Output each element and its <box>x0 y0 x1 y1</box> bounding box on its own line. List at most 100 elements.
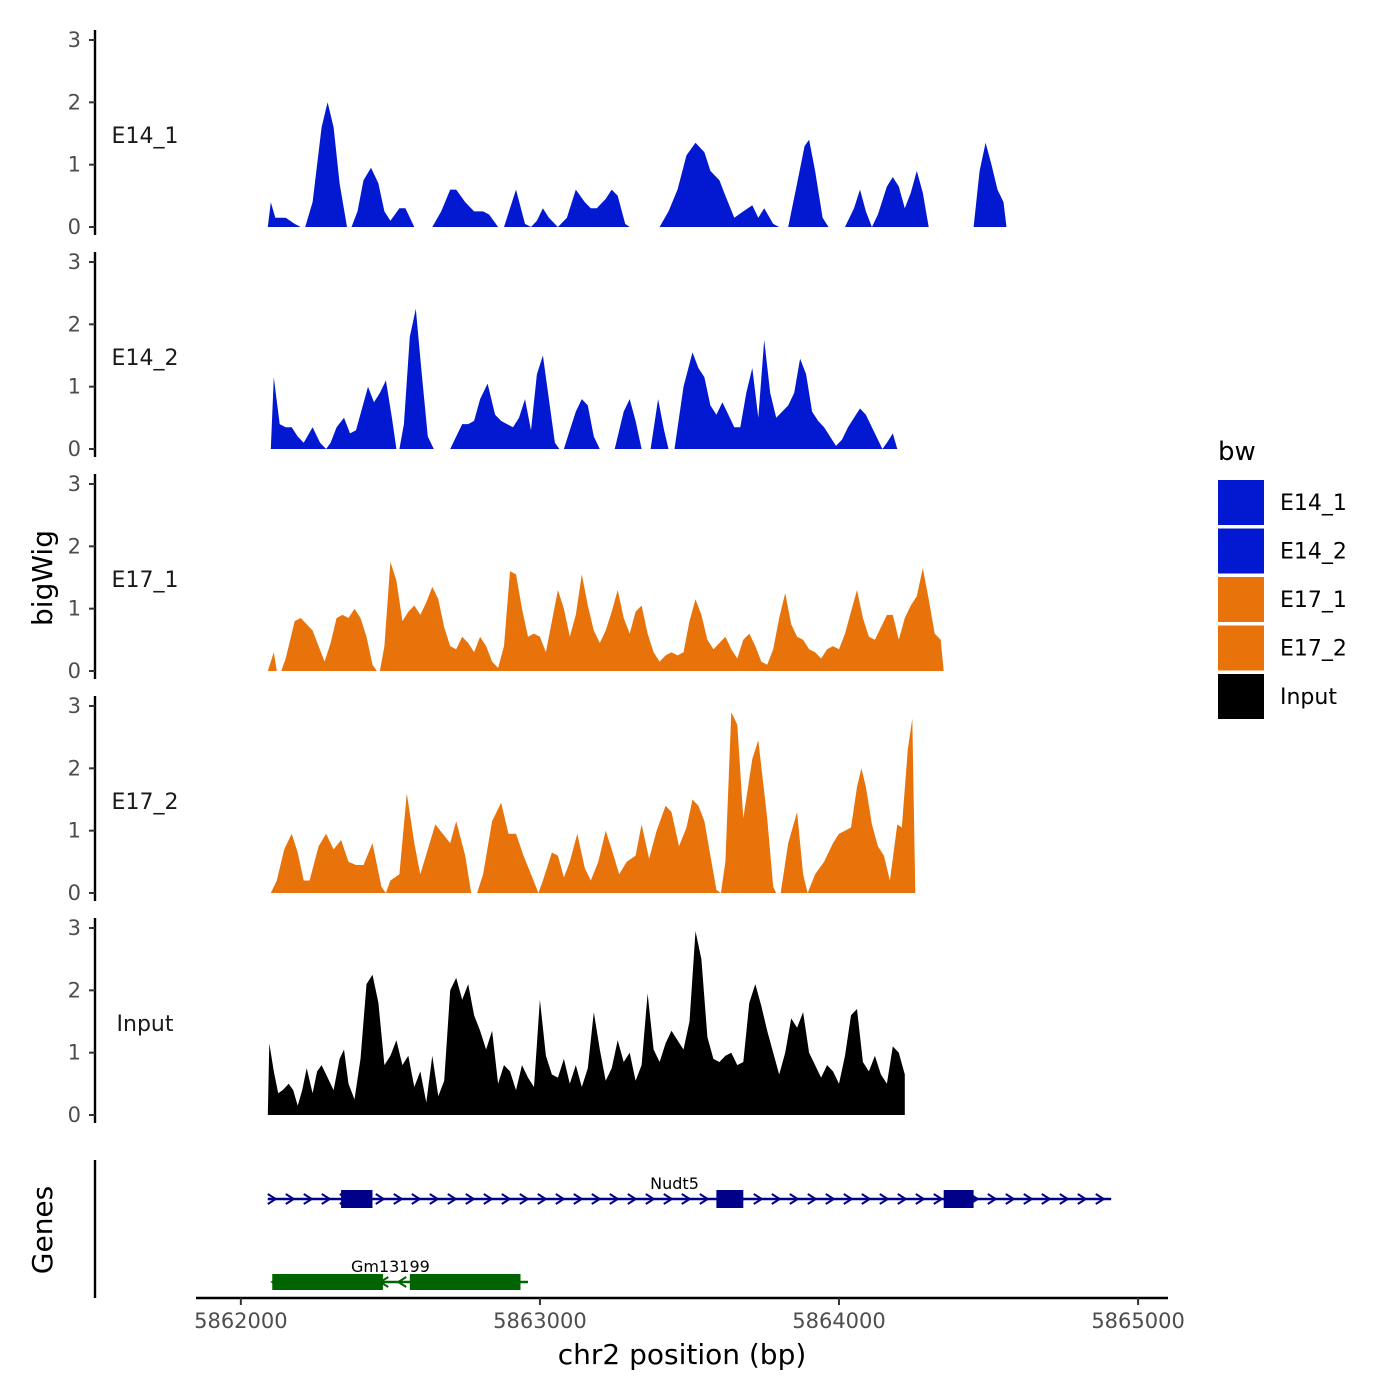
strand-arrow <box>375 1193 386 1205</box>
y-tick-label: 1 <box>68 819 81 843</box>
strand-arrow <box>393 1193 404 1205</box>
legend-swatch <box>1218 577 1264 622</box>
x-axis-title: chr2 position (bp) <box>558 1338 807 1371</box>
strand-arrow <box>321 1193 332 1205</box>
signal-area-E14_1 <box>267 102 1007 227</box>
x-tick-label: 5862000 <box>194 1309 288 1333</box>
x-tick-label: 5865000 <box>1091 1309 1185 1333</box>
track-label: Input <box>117 1012 174 1037</box>
gene-exon <box>341 1190 373 1208</box>
strand-arrow <box>429 1193 440 1205</box>
gene-track: Nudt5 Gm13199 <box>93 1160 1112 1298</box>
legend-label: E17_1 <box>1280 588 1347 613</box>
strand-arrow <box>285 1193 296 1205</box>
y-tick-label: 3 <box>68 694 81 718</box>
y-tick-label: 3 <box>68 472 81 496</box>
gene-exon <box>409 1274 521 1290</box>
gene-exon <box>272 1274 383 1290</box>
strand-arrow <box>933 1193 944 1205</box>
strand-arrow <box>897 1193 908 1205</box>
track-E14_2: 0 1 2 3 E14_2 <box>68 250 898 461</box>
strand-arrow <box>411 1193 422 1205</box>
y-tick-label: 3 <box>68 916 81 940</box>
y-axis-title: bigWig <box>26 530 59 626</box>
strand-arrow <box>573 1193 584 1205</box>
strand-arrow <box>1077 1193 1088 1205</box>
track-Input: 0 1 2 3 Input <box>68 916 905 1127</box>
strand-arrow <box>1059 1193 1070 1205</box>
strand-arrow <box>609 1193 620 1205</box>
track-E14_1: 0 1 2 3 E14_1 <box>68 28 1007 239</box>
strand-arrow <box>267 1193 278 1205</box>
y-tick-label: 0 <box>68 1103 81 1127</box>
strand-arrow <box>537 1193 548 1205</box>
strand-arrow <box>753 1193 764 1205</box>
strand-arrow <box>519 1193 530 1205</box>
legend-item-Input: Input <box>1218 674 1337 719</box>
gene-exon <box>943 1190 974 1208</box>
strand-arrow <box>591 1193 602 1205</box>
strand-arrow <box>465 1193 476 1205</box>
y-tick-label: 1 <box>68 597 81 621</box>
legend-title: bw <box>1218 437 1256 467</box>
signal-area-E17_1 <box>267 561 944 671</box>
strand-arrow <box>843 1193 854 1205</box>
y-tick-label: 2 <box>68 534 81 558</box>
strand-arrow <box>1095 1193 1106 1205</box>
strand-arrow <box>987 1193 998 1205</box>
genes-axis-title: Genes <box>26 1186 59 1274</box>
y-tick-label: 2 <box>68 756 81 780</box>
track-E17_2: 0 1 2 3 E17_2 <box>68 694 916 905</box>
strand-arrow <box>396 1276 407 1288</box>
strand-arrow <box>645 1193 656 1205</box>
strand-arrow <box>825 1193 836 1205</box>
strand-arrow <box>879 1193 890 1205</box>
gene-exon <box>716 1190 744 1208</box>
y-tick-label: 0 <box>68 881 81 905</box>
y-tick-label: 0 <box>68 659 81 683</box>
track-label: E14_1 <box>112 124 179 149</box>
track-label: E17_1 <box>112 568 179 593</box>
strand-arrow <box>303 1193 314 1205</box>
track-E17_1: 0 1 2 3 E17_1 <box>68 472 944 683</box>
legend-item-E17_2: E17_2 <box>1218 625 1347 671</box>
strand-arrow <box>771 1193 782 1205</box>
strand-arrow <box>1005 1193 1016 1205</box>
y-tick-label: 0 <box>68 437 81 461</box>
gene-label: Gm13199 <box>351 1257 430 1276</box>
strand-arrow <box>1041 1193 1052 1205</box>
x-axis: 5862000 5863000 5864000 5865000 <box>194 1296 1185 1333</box>
x-tick-label: 5863000 <box>493 1309 587 1333</box>
gene-Nudt5: Nudt5 <box>267 1174 1112 1208</box>
legend-swatch <box>1218 528 1264 574</box>
x-tick-label: 5864000 <box>792 1309 886 1333</box>
y-tick-label: 2 <box>68 312 81 336</box>
strand-arrow <box>555 1193 566 1205</box>
legend-swatch <box>1218 625 1264 671</box>
y-tick-label: 1 <box>68 153 81 177</box>
strand-arrow <box>483 1193 494 1205</box>
legend-items: E14_1 E14_2 E17_1 E17_2 Input <box>1218 480 1347 719</box>
strand-arrow <box>699 1193 710 1205</box>
legend-swatch <box>1218 480 1264 525</box>
legend-label: E14_2 <box>1280 540 1347 565</box>
legend-item-E14_1: E14_1 <box>1218 480 1347 525</box>
signal-area-E14_2 <box>270 308 898 449</box>
strand-arrow <box>681 1193 692 1205</box>
signal-area-Input <box>267 931 905 1115</box>
y-tick-label: 1 <box>68 375 81 399</box>
track-label: E17_2 <box>112 790 179 815</box>
legend-swatch <box>1218 674 1264 719</box>
y-tick-label: 1 <box>68 1041 81 1065</box>
strand-arrow <box>915 1193 926 1205</box>
legend-item-E14_2: E14_2 <box>1218 528 1347 574</box>
bigwig-tracks: 0 1 2 3 E14_1 0 1 2 3 E14_2 0 1 2 3 E17_1 0 1 2 3 E17_2 0 1 2 3… <box>68 28 1007 1127</box>
gene-Gm13199: Gm13199 <box>270 1257 528 1290</box>
y-tick-label: 3 <box>68 250 81 274</box>
strand-arrow <box>627 1193 638 1205</box>
gene-label: Nudt5 <box>650 1174 699 1193</box>
strand-arrow <box>807 1193 818 1205</box>
strand-arrow <box>447 1193 458 1205</box>
legend-label: E14_1 <box>1280 491 1347 516</box>
